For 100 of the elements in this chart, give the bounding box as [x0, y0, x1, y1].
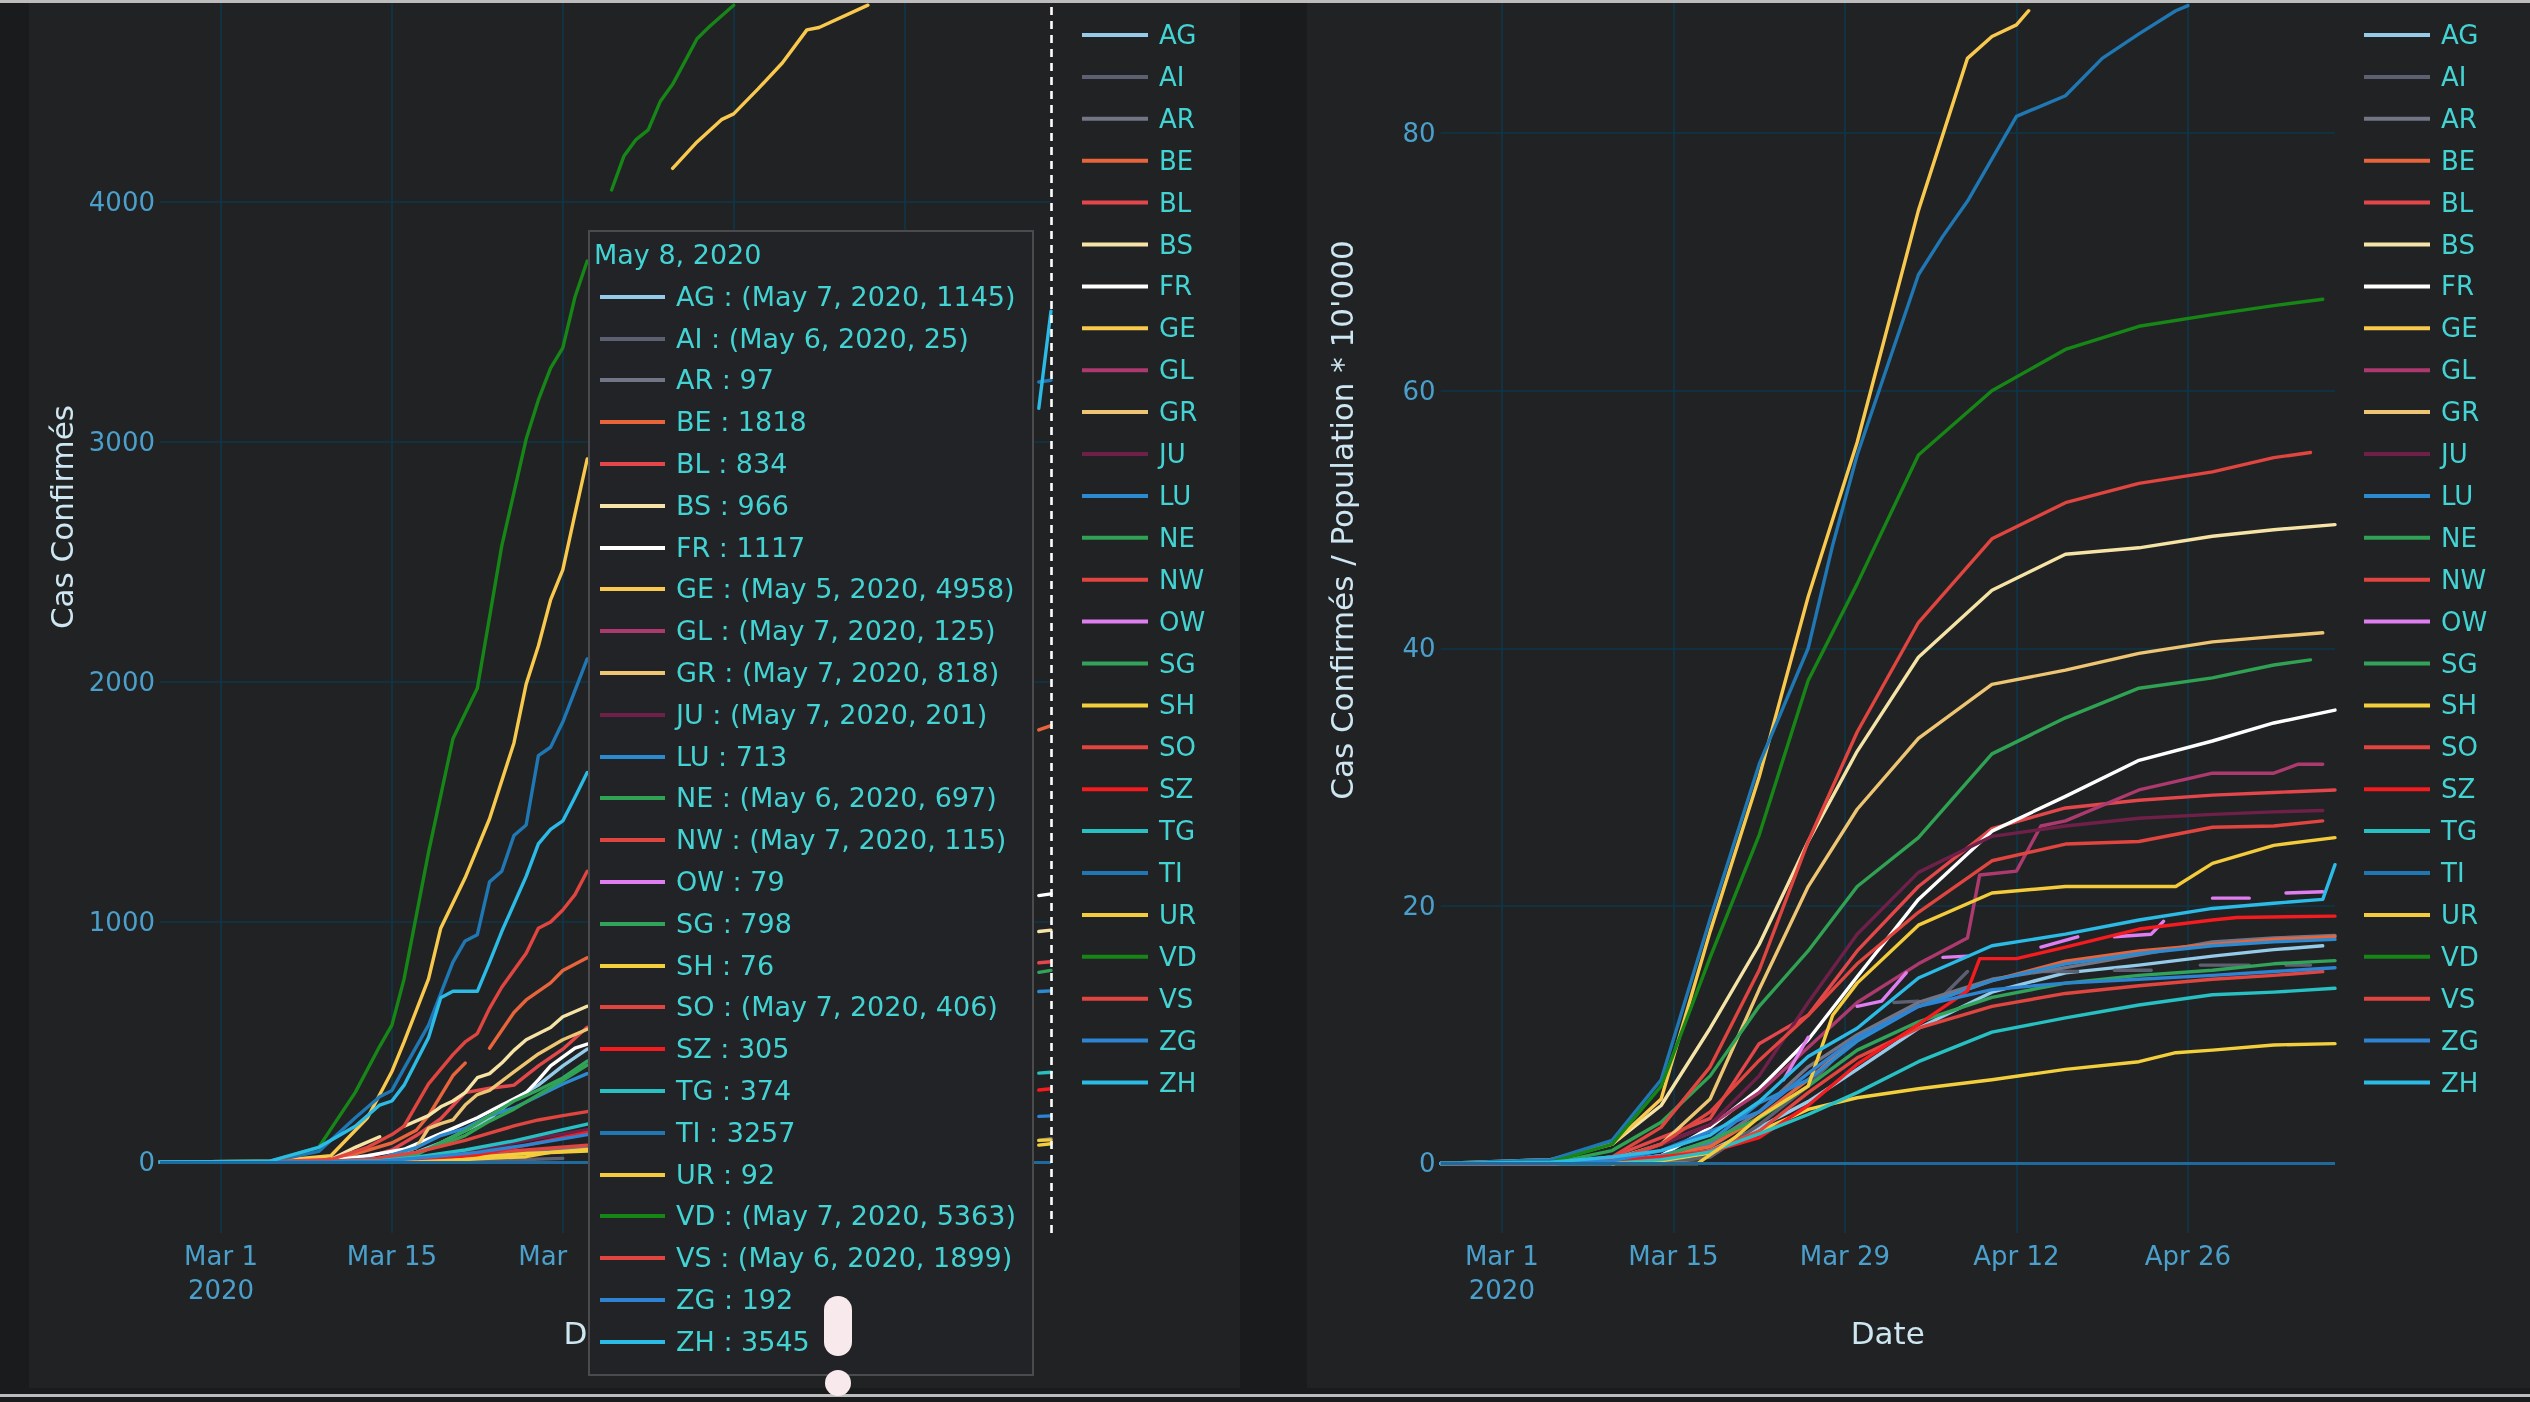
legend-label: TG [2440, 816, 2478, 847]
legend-label: JU [1157, 439, 1186, 469]
legend-label: ZG [2441, 1025, 2479, 1056]
annotation: SG : 798 [600, 906, 792, 941]
y-tick-label: 20 [1402, 890, 1436, 921]
y-tick-label: 2000 [88, 666, 155, 697]
x-tick-label: Mar 15 [1628, 1241, 1719, 1271]
annotation: AI : (May 6, 2020, 25) [600, 321, 969, 356]
legend-label: VD [2441, 941, 2479, 972]
legend-label: VS [2441, 983, 2476, 1014]
legend-label: SH [2441, 690, 2478, 721]
legend-label: GE [2441, 313, 2478, 344]
y-tick-label: 0 [1419, 1148, 1436, 1179]
legend-label: SZ [2441, 774, 2476, 805]
legend-label: FR [1159, 271, 1193, 302]
y-tick-label: 80 [1402, 118, 1436, 149]
legend-label: GL [2441, 355, 2477, 386]
legend-label: BE [1159, 145, 1194, 176]
annotation: GE : (May 5, 2020, 4958) [600, 572, 1015, 607]
legend-label: ZG [1159, 1025, 1197, 1056]
annotation: BS : 966 [600, 488, 789, 523]
legend-label: SZ [1159, 774, 1194, 805]
text: VS : (May 6, 2020, 1899) [600, 1241, 1013, 1276]
legend-label: NW [1159, 564, 1205, 595]
legend-label: TG [1158, 816, 1196, 847]
y-tick-label: 1000 [88, 906, 155, 937]
annotation: NW : (May 7, 2020, 115) [600, 823, 1007, 858]
legend-label: NE [1159, 522, 1195, 553]
legend-label: GR [1159, 397, 1198, 428]
annotation: TG : 374 [600, 1074, 792, 1108]
legend-label: AG [2441, 20, 2479, 50]
y-axis-title: Cas Confirmés / Population * 10'000 [1324, 240, 1361, 800]
x-axis-title: D [563, 1314, 588, 1351]
annotation: VD : (May 7, 2020, 5363) [600, 1199, 1016, 1234]
legend-label: OW [2441, 606, 2488, 637]
legend-label: GL [1159, 355, 1195, 386]
legend-label: VD [1159, 941, 1197, 972]
annotation: May 8, 2020 [594, 238, 762, 272]
legend-label: AI [1159, 61, 1185, 92]
annotation: TI : 3257 [600, 1115, 796, 1150]
legend-label: TI [1158, 858, 1183, 888]
legend-label: ZH [1159, 1067, 1197, 1098]
annotation: FR : 1117 [600, 530, 806, 565]
annotation: LU : 713 [600, 739, 788, 774]
annotation: UR : 92 [600, 1157, 776, 1192]
x-tick-label: Mar [518, 1241, 568, 1271]
annotation: SO : (May 7, 2020, 406) [600, 990, 998, 1025]
legend-label: LU [1159, 480, 1192, 511]
annotation: OW : 79 [600, 865, 785, 899]
x-tick-label: Mar 1 2020 [184, 1241, 258, 1305]
legend-label: BL [1159, 187, 1192, 218]
legend-label: OW [1159, 606, 1206, 637]
legend-label: FR [2441, 271, 2475, 302]
legend-label: JU [2439, 439, 2468, 469]
legend-label: SG [1159, 648, 1196, 679]
legend-label: GE [1159, 313, 1196, 344]
x-tick-label: Mar 29 [1799, 1241, 1891, 1271]
x-axis-title: Date [1850, 1314, 1925, 1351]
x-tick-label: Mar 15 [346, 1241, 438, 1271]
annotation: SZ : 305 [600, 1032, 790, 1067]
annotation: NE : (May 6, 2020, 697) [600, 781, 997, 816]
annotation: AG : (May 7, 2020, 1145) [600, 279, 1016, 314]
annotation: GL : (May 7, 2020, 125) [600, 614, 996, 649]
y-tick-label: 60 [1402, 375, 1436, 406]
legend-label: SO [1159, 732, 1196, 763]
legend-label: AG [1159, 20, 1197, 50]
legend-label: SH [1159, 690, 1196, 721]
legend-label: SO [2441, 732, 2478, 763]
text: ZG : 192 [600, 1283, 794, 1317]
annotation: GR : (May 7, 2020, 818) [600, 656, 1000, 690]
legend-label: ZH [2441, 1067, 2479, 1098]
legend-label: AR [2441, 103, 2477, 134]
legend-label: UR [1159, 899, 1197, 930]
y-tick-label: 40 [1402, 633, 1436, 664]
legend-label: AI [2441, 61, 2467, 92]
legend-label: VS [1159, 983, 1194, 1014]
y-tick-label: 4000 [88, 186, 155, 217]
legend-label: BS [2441, 229, 2475, 260]
y-tick-label: 0 [138, 1146, 155, 1177]
x-tick-label: Apr 26 [2144, 1241, 2232, 1271]
legend-label: SG [2441, 648, 2478, 679]
legend-label: BL [2441, 187, 2474, 218]
legend-label: TI [2440, 858, 2465, 888]
x-tick-label: Apr 12 [1973, 1241, 2060, 1271]
annotation: BL : 834 [600, 447, 788, 481]
legend-label: GR [2441, 397, 2480, 428]
legend-label: BS [1159, 229, 1193, 260]
annotation: SH : 76 [600, 948, 775, 983]
legend-label: BE [2441, 145, 2476, 176]
text: ZH : 3545 [600, 1324, 810, 1359]
annotation: BE : 1818 [600, 405, 807, 440]
annotation: JU : (May 7, 2020, 201) [600, 697, 988, 732]
legend-label: AR [1159, 103, 1195, 134]
legend-label: NW [2441, 564, 2487, 595]
legend-label: UR [2441, 899, 2479, 930]
annotation: AR : 97 [600, 363, 774, 398]
legend-label: LU [2441, 480, 2474, 511]
y-tick-label: 3000 [88, 426, 155, 457]
y-axis-title: Cas Confirmés [44, 404, 81, 630]
legend-label: NE [2441, 522, 2477, 553]
